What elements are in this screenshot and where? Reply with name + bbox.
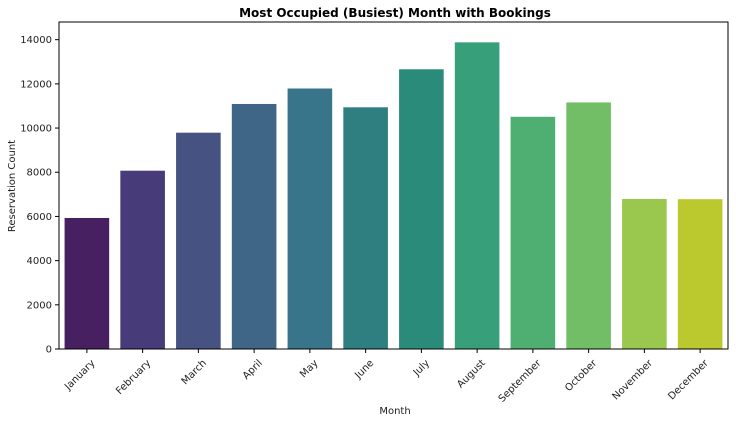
- bar-june: [343, 107, 388, 349]
- bar-april: [231, 103, 277, 349]
- chart-title: Most Occupied (Busiest) Month with Booki…: [239, 6, 551, 20]
- y-tick-label: 14000: [20, 35, 52, 46]
- y-tick-label: 8000: [27, 168, 52, 179]
- y-tick-label: 12000: [20, 79, 52, 90]
- bar-july: [399, 69, 444, 349]
- bar-february: [120, 170, 165, 349]
- bar-october: [566, 102, 611, 349]
- y-tick-label: 0: [46, 345, 52, 356]
- bars-group: [64, 42, 723, 349]
- bar-september: [510, 116, 556, 349]
- y-tick-label: 10000: [20, 124, 52, 135]
- plot-frame: [58, 21, 729, 350]
- bar-march: [176, 132, 221, 349]
- bar-august: [454, 42, 500, 349]
- y-axis: 0 2000 4000 6000 8000 10000 12000 14000: [20, 35, 59, 356]
- y-tick-label: 6000: [27, 212, 52, 223]
- y-tick-label: 2000: [27, 300, 52, 311]
- bar-november: [622, 198, 667, 349]
- bar-january: [64, 217, 110, 349]
- x-axis-label: Month: [379, 406, 410, 417]
- y-tick-label: 4000: [27, 256, 52, 267]
- bar-december: [677, 199, 723, 349]
- y-axis-label: Reservation Count: [7, 140, 18, 232]
- bar-may: [287, 88, 333, 349]
